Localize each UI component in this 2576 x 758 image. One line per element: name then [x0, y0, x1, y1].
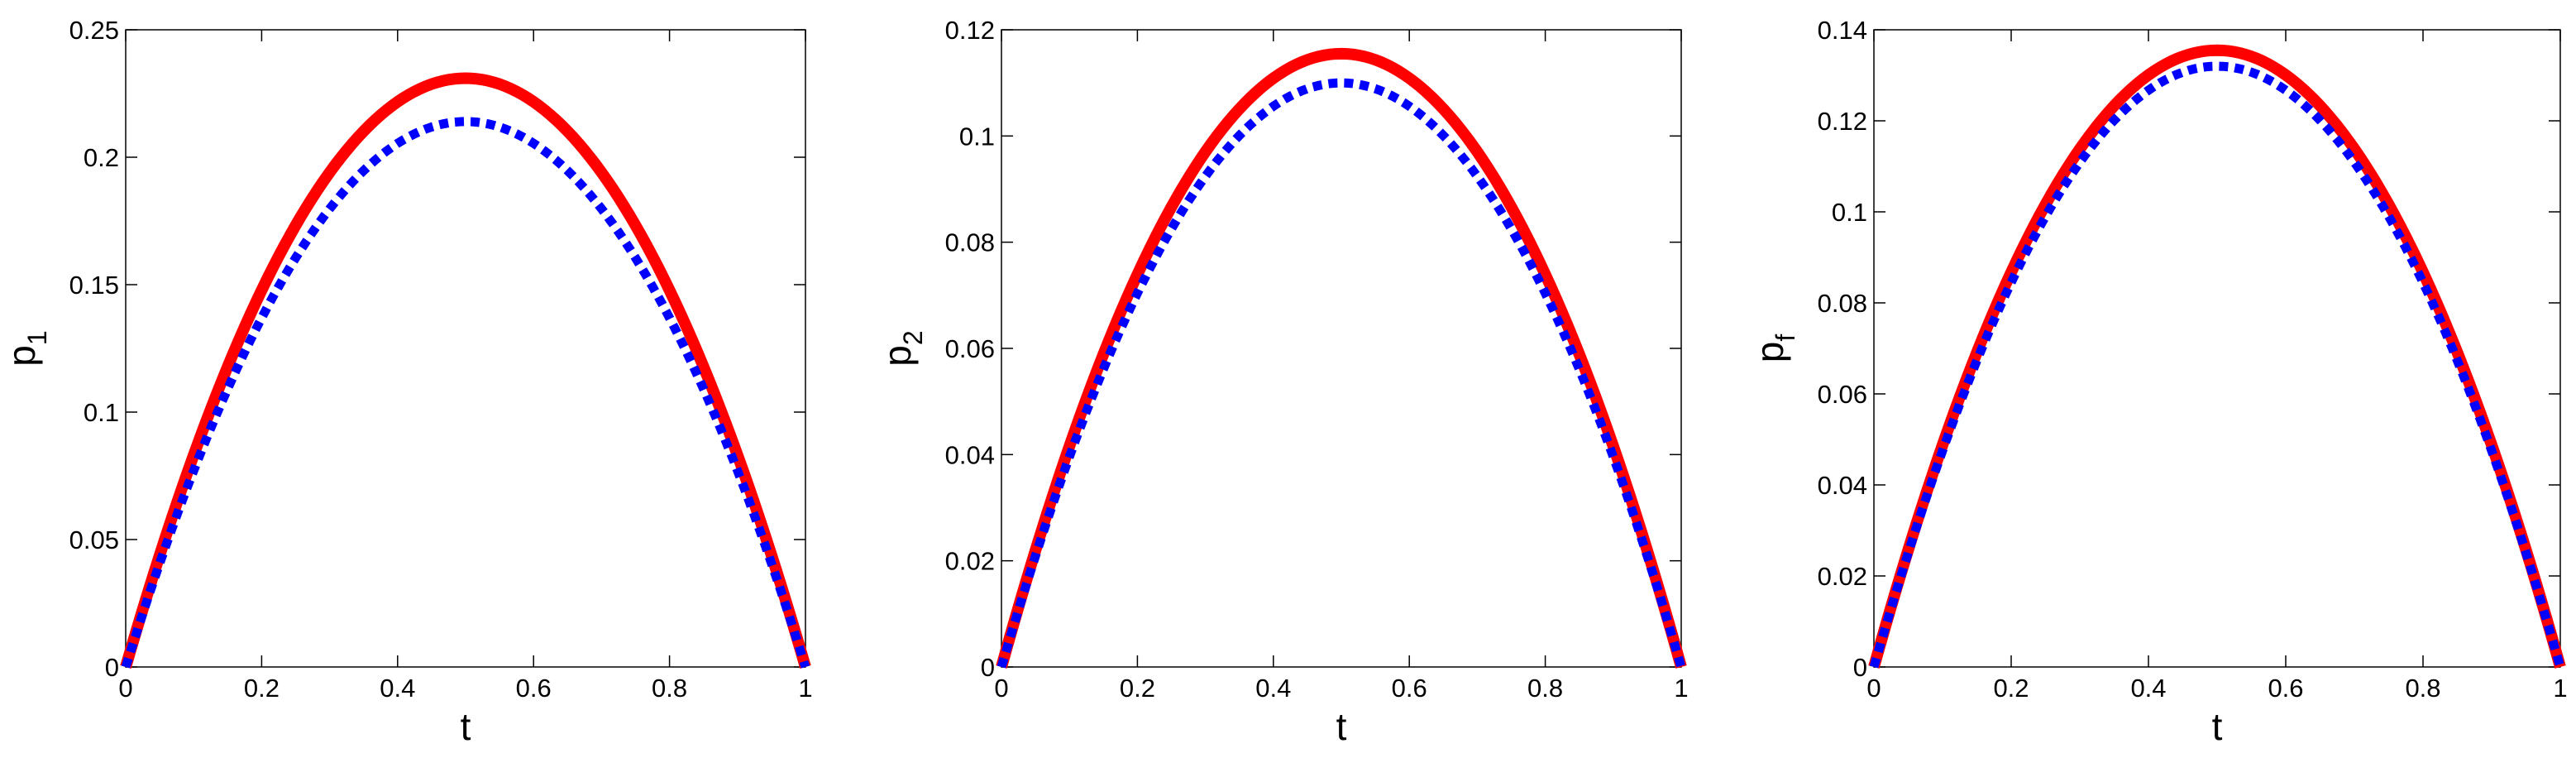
- x-tick-label: 0.8: [2405, 674, 2440, 703]
- x-tick-label: 0.6: [2268, 674, 2303, 703]
- x-tick-label: 0.4: [2130, 674, 2166, 703]
- y-axis-label-base: p: [1748, 342, 1791, 363]
- x-tick-label: 1: [1674, 674, 1688, 703]
- y-tick-label: 0: [105, 653, 119, 682]
- y-tick-label: 0.1: [1832, 198, 1867, 227]
- series-line-1: [120, 72, 811, 669]
- y-tick-label: 0.14: [1818, 16, 1867, 45]
- x-tick-label: 0.4: [1255, 674, 1291, 703]
- x-axis-label: t: [2212, 705, 2223, 748]
- axes-box: [125, 29, 806, 668]
- y-axis-label-subscript: 1: [22, 330, 52, 345]
- y-axis-label: p2: [876, 330, 928, 366]
- series-line-2: [1869, 61, 2565, 669]
- series-line-2: [996, 78, 1686, 669]
- x-tick-label: 0: [1866, 674, 1881, 703]
- y-tick-label: 0.2: [84, 143, 119, 172]
- y-axis-label: p1: [0, 330, 52, 366]
- y-tick-label: 0: [981, 653, 995, 682]
- x-tick-label: 0.2: [244, 674, 280, 703]
- series-line-1: [1868, 44, 2566, 669]
- y-axis-label-base: p: [0, 345, 43, 367]
- x-tick-label: 0.6: [1392, 674, 1427, 703]
- y-tick-label: 0.02: [1818, 562, 1867, 591]
- series-line-2: [121, 117, 810, 669]
- x-tick-label: 0.2: [1993, 674, 2029, 703]
- x-tick-label: 0.8: [1527, 674, 1563, 703]
- axes-box: [1873, 29, 2561, 668]
- y-tick-label: 0.1: [84, 398, 119, 427]
- x-tick-label: 0.2: [1120, 674, 1155, 703]
- x-tick-label: 1: [798, 674, 812, 703]
- y-tick-label: 0.08: [1818, 289, 1867, 318]
- subplot-2: 0 0.2 0.4 0.6 0.8 1 0 0.02 0.04 0.06 0.08 0.1 0.12 t p…: [876, 16, 1689, 748]
- y-tick-label: 0.25: [69, 16, 119, 45]
- x-tick-label: 1: [2553, 674, 2567, 703]
- y-tick-label: 0.12: [1818, 107, 1867, 136]
- y-tick-label: 0.05: [69, 525, 119, 554]
- y-tick-label: 0: [1853, 653, 1867, 682]
- y-tick-label: 0.1: [959, 122, 995, 151]
- y-tick-label: 0.12: [945, 16, 995, 45]
- y-tick-label: 0.06: [945, 334, 995, 363]
- y-axis-label-subscript: 2: [898, 330, 928, 345]
- y-tick-label: 0.15: [69, 271, 119, 300]
- y-tick-label: 0.06: [1818, 380, 1867, 409]
- x-tick-label: 0.8: [652, 674, 687, 703]
- x-tick-label: 0.4: [380, 674, 415, 703]
- y-tick-label: 0.08: [945, 228, 995, 257]
- x-tick-label: 0.6: [516, 674, 552, 703]
- y-tick-label: 0.04: [945, 440, 995, 469]
- y-axis-label: pf: [1748, 334, 1800, 363]
- y-tick-label: 0.02: [945, 547, 995, 576]
- x-tick-label: 0: [118, 674, 132, 703]
- subplot-3: 0 0.2 0.4 0.6 0.8 1 0 0.02 0.04 0.06 0.08 0.1 0.12 0.…: [1748, 16, 2568, 748]
- y-axis-label-subscript: f: [1771, 334, 1800, 342]
- y-axis-label-base: p: [876, 345, 919, 367]
- series-line-1: [996, 47, 1687, 669]
- x-tick-label: 0: [994, 674, 1008, 703]
- y-tick-label: 0.04: [1818, 471, 1867, 500]
- x-axis-label: t: [461, 705, 471, 748]
- x-axis-label: t: [1336, 705, 1347, 748]
